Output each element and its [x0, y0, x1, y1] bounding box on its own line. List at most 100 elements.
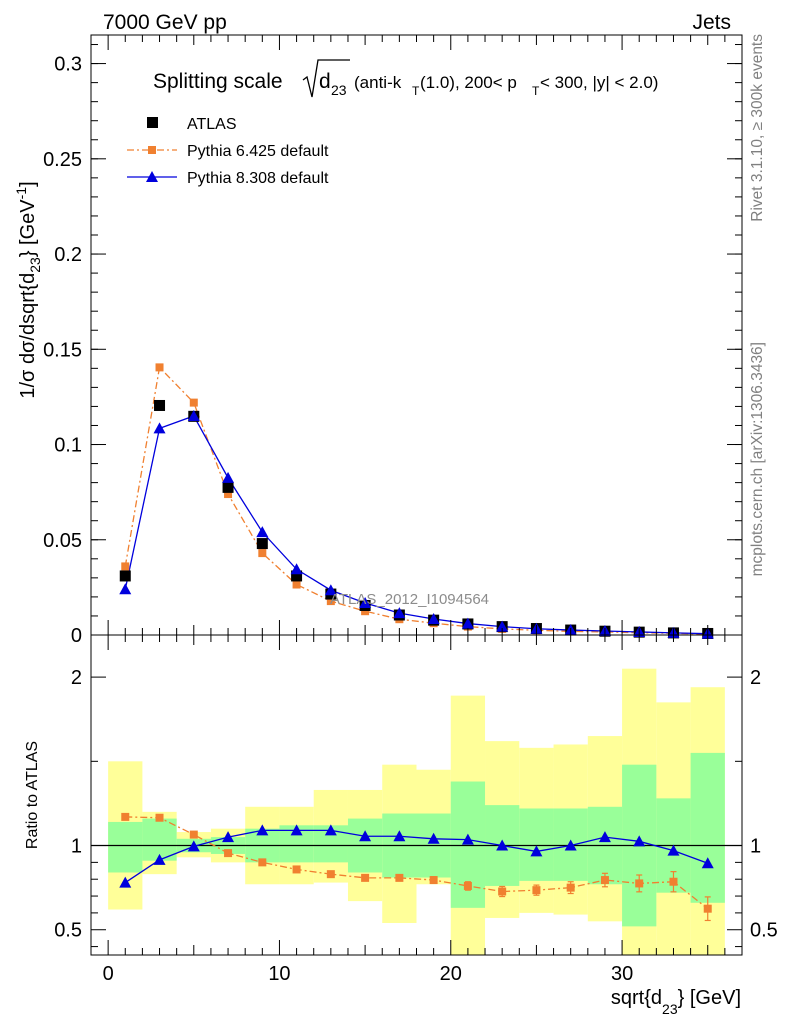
main-y-tick-label: 0.1: [54, 435, 82, 457]
ratio-pythia6-point: [463, 881, 472, 890]
pythia8-point: [461, 617, 474, 629]
ratio-pythia6-point: [361, 873, 370, 882]
legend-marker-pythia6: [148, 146, 156, 154]
legend-item-pythia6: Pythia 6.425 default: [127, 143, 329, 160]
ratio-y-tick-label: 0.5: [54, 920, 82, 942]
ratio-pythia8-line: [124, 829, 708, 884]
main-y-tick-label: 0.2: [54, 244, 82, 266]
header-left: 7000 GeV pp: [103, 11, 227, 34]
pythia6-point: [361, 607, 370, 616]
x-axis-label-end: } [GeV]: [678, 987, 741, 1009]
ratio-pythia6-line: [125, 816, 709, 910]
x-axis-label: sqrt{d23} [GeV]: [611, 987, 741, 1017]
ratio-pythia8-point: [153, 853, 166, 865]
main-ylabel-end: ]: [17, 181, 39, 187]
title-prefix: Splitting scale: [153, 70, 283, 93]
ratio-pythia8-point: [290, 824, 303, 836]
ratio-pythia6-point: [121, 812, 130, 821]
watermark: ATLAS_2012_I1094564: [330, 591, 489, 608]
svg-text:1/σ dσ/dsqrt{d23} [GeV-1]: 1/σ dσ/dsqrt{d23} [GeV-1]: [13, 181, 43, 398]
main-ylabel: 1/σ dσ/dsqrt{d23} [GeV-1]: [13, 181, 43, 398]
ratio-pythia6-point: [326, 870, 335, 879]
ratio-pythia8-point: [359, 830, 372, 842]
x-tick-label: 30: [611, 963, 633, 985]
pythia8-point: [324, 584, 337, 596]
main-ylabel-close: } [GeV: [17, 199, 39, 257]
ratio-axes: 0.5 0.51 12 20 10 20 30: [54, 635, 778, 985]
ratio-pythia8-point: [496, 839, 509, 851]
band-inner-bin: [690, 752, 725, 903]
ratio-pythia8-point: [633, 835, 646, 847]
band-inner-bin: [142, 818, 177, 861]
pythia6-point: [189, 398, 198, 407]
pythia6-line: [124, 366, 708, 635]
title-cut2: (1.0), 200< p: [420, 73, 517, 92]
legend-label-pythia6: Pythia 6.425 default: [187, 143, 329, 160]
ratio-pythia8-point: [701, 857, 714, 869]
ratio-pythia8-point: [187, 840, 200, 852]
x-tick-label: 20: [440, 963, 462, 985]
legend-marker-atlas: [147, 117, 158, 128]
pythia8-point: [256, 526, 269, 538]
atlas-point: [154, 399, 166, 411]
title-cut2-sub: T: [532, 84, 540, 98]
ratio-pythia8-point: [598, 831, 611, 843]
pythia6-point: [224, 490, 233, 499]
ratio-pythia6-point: [292, 865, 301, 874]
ratio-pythia6-point: [155, 813, 164, 822]
ratio-pythia6-point: [395, 873, 404, 882]
title-cut3: < 300, |y| < 2.0): [540, 73, 658, 92]
atlas-point: [256, 538, 268, 550]
ratio-pythia6-point: [189, 830, 198, 839]
band-inner-bin: [519, 808, 554, 881]
ratio-pythia8-point: [427, 832, 440, 844]
pythia8-point: [427, 613, 440, 624]
x-axis-label-sub: 23: [662, 1001, 678, 1017]
pythia8-point: [496, 620, 509, 632]
pythia6-point: [326, 597, 335, 606]
ratio-plot-area: [91, 668, 742, 955]
ratio-pythia6-point: [669, 877, 678, 886]
ratio-y-tick-label-right: 0.5: [750, 920, 778, 942]
pythia8-point: [290, 563, 303, 575]
mcplots-label: mcplots.cern.ch [arXiv:1306.3436]: [749, 342, 766, 576]
legend: ATLAS Pythia 6.425 default Pythia 8.308 …: [127, 116, 329, 187]
legend-marker-pythia8: [146, 171, 158, 182]
main-y-tick-label: 0.25: [43, 149, 82, 171]
atlas-point: [222, 481, 234, 493]
ratio-pythia8-point: [324, 824, 337, 836]
main-axes: 0 0.05 0.1 0.15 0.2 0.25 0.3: [43, 35, 742, 647]
atlas-point: [291, 570, 303, 582]
x-tick-label: 10: [268, 963, 290, 985]
ratio-pythia8-point: [222, 831, 235, 843]
plot-title: Splitting scale d 23 (anti-k T (1.0), 20…: [153, 59, 658, 98]
ratio-pythia6-point: [703, 904, 712, 913]
pythia6-point: [292, 580, 301, 589]
main-ylabel-sub: 23: [27, 257, 43, 273]
main-y-tick-label: 0.05: [43, 530, 82, 552]
ratio-pythia6-point: [566, 883, 575, 892]
ratio-pythia6-point: [224, 849, 233, 858]
title-d: d: [319, 70, 331, 93]
ratio-y-tick-label-right: 2: [750, 667, 761, 689]
title-cut1: (anti-k: [354, 73, 402, 92]
pythia8-point: [119, 583, 132, 595]
ratio-pythia8-point: [667, 844, 680, 856]
pythia8-point: [393, 607, 406, 619]
ratio-pythia8-point: [256, 824, 269, 836]
pythia8-line: [124, 415, 708, 635]
ratio-pythia8-point: [119, 876, 132, 888]
main-ylabel-sup: -1: [13, 187, 29, 200]
svg-text:sqrt{d23} [GeV]: sqrt{d23} [GeV]: [611, 987, 741, 1017]
main-y-tick-label: 0.3: [54, 54, 82, 76]
pythia8-point: [153, 422, 166, 434]
pythia6-point: [258, 549, 267, 558]
ratio-pythia6-point: [600, 876, 609, 885]
main-y-tick-label: 0: [71, 625, 82, 647]
x-axis-label-main: sqrt{d: [611, 987, 662, 1009]
ratio-pythia6-point: [532, 886, 541, 895]
legend-label-atlas: ATLAS: [187, 116, 237, 133]
legend-label-pythia8: Pythia 8.308 default: [187, 170, 329, 187]
ratio-pythia8-point: [461, 833, 474, 845]
